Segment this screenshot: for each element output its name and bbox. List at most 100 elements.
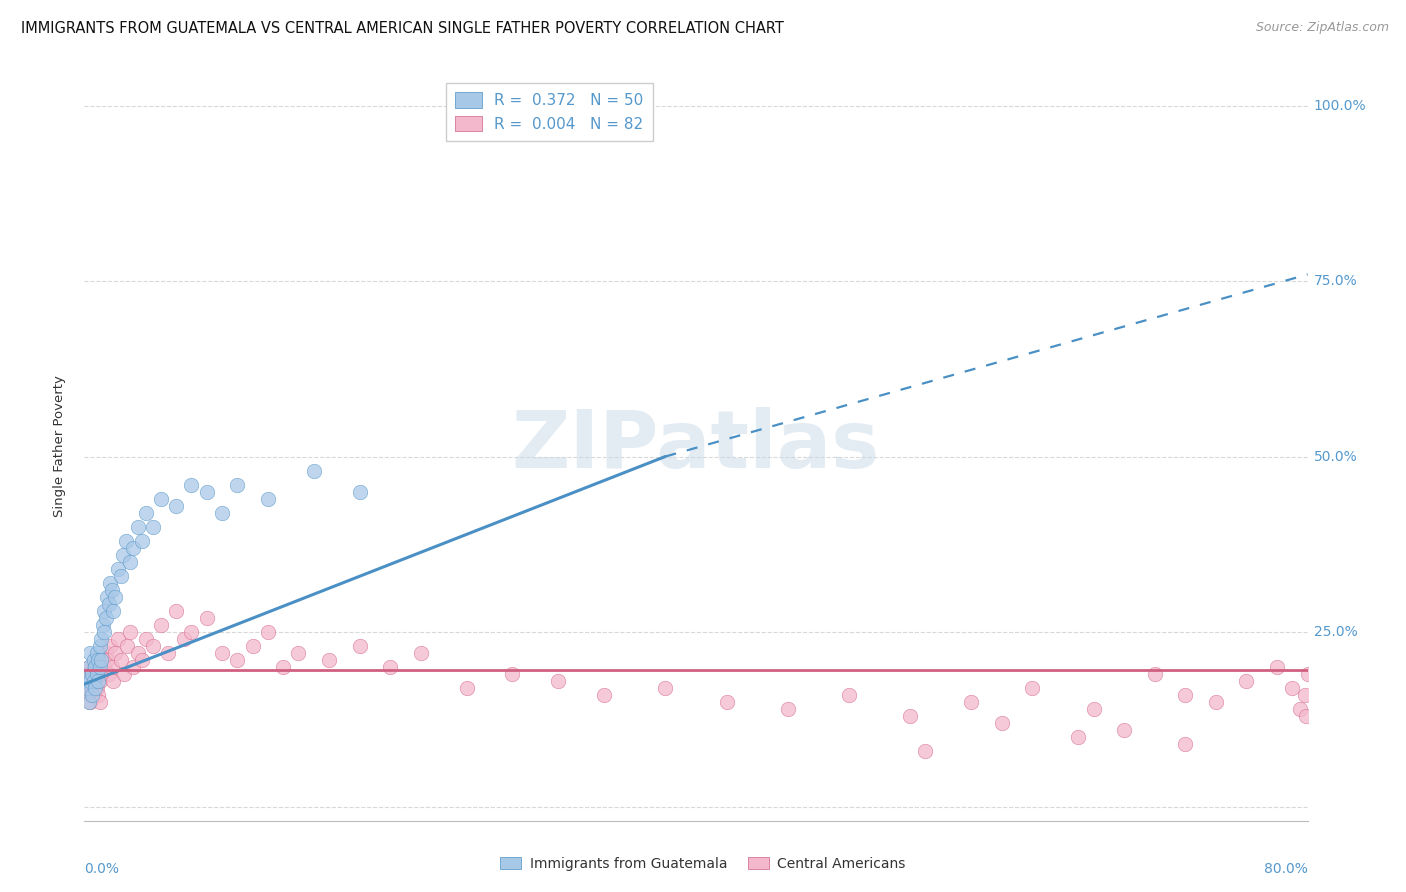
Point <box>242 639 264 653</box>
Point <box>84 659 107 673</box>
Point <box>80 681 103 695</box>
Point <box>86 659 108 673</box>
Point <box>149 617 172 632</box>
Legend: Immigrants from Guatemala, Central Americans: Immigrants from Guatemala, Central Ameri… <box>495 851 911 876</box>
Point <box>76 681 98 695</box>
Point <box>1289 701 1312 715</box>
Point <box>142 639 165 653</box>
Point <box>83 652 105 666</box>
Point <box>1205 695 1227 709</box>
Point <box>76 673 98 688</box>
Point <box>180 477 202 491</box>
Point <box>122 541 145 555</box>
Point <box>131 533 153 548</box>
Point <box>120 624 142 639</box>
Point <box>380 659 402 673</box>
Point <box>114 533 136 548</box>
Legend: R =  0.372   N = 50, R =  0.004   N = 82: R = 0.372 N = 50, R = 0.004 N = 82 <box>446 83 652 141</box>
Point <box>1174 688 1197 702</box>
Text: 50.0%: 50.0% <box>1313 450 1357 464</box>
Point <box>226 477 249 491</box>
Point <box>960 695 983 709</box>
Text: 100.0%: 100.0% <box>1313 99 1367 113</box>
Point <box>898 708 921 723</box>
Text: 75.0%: 75.0% <box>1313 275 1357 288</box>
Point <box>86 666 108 681</box>
Point <box>195 484 218 499</box>
Text: 80.0%: 80.0% <box>1264 862 1308 876</box>
Point <box>97 666 120 681</box>
Point <box>89 695 111 709</box>
Point <box>83 659 105 673</box>
Point <box>271 659 294 673</box>
Point <box>87 652 110 666</box>
Point <box>1174 737 1197 751</box>
Point <box>547 673 569 688</box>
Point <box>87 673 110 688</box>
Point <box>93 624 115 639</box>
Point <box>122 659 145 673</box>
Point <box>1114 723 1136 737</box>
Point <box>79 673 101 688</box>
Point <box>226 652 249 666</box>
Point <box>80 673 103 688</box>
Point <box>318 652 340 666</box>
Point <box>75 673 97 688</box>
Point <box>349 484 371 499</box>
Point <box>135 506 157 520</box>
Point <box>211 646 233 660</box>
Point <box>79 666 101 681</box>
Point <box>1067 730 1090 744</box>
Point <box>84 673 107 688</box>
Text: 0.0%: 0.0% <box>84 862 120 876</box>
Point <box>107 632 129 646</box>
Point <box>93 659 115 673</box>
Point <box>502 666 524 681</box>
Point <box>349 639 371 653</box>
Point <box>86 646 108 660</box>
Point <box>157 646 180 660</box>
Point <box>991 715 1014 730</box>
Point <box>127 646 149 660</box>
Point <box>838 688 860 702</box>
Point <box>83 673 105 688</box>
Text: Source: ZipAtlas.com: Source: ZipAtlas.com <box>1256 21 1389 34</box>
Text: ZIPatlas: ZIPatlas <box>512 407 880 485</box>
Point <box>127 519 149 533</box>
Point <box>87 688 110 702</box>
Point <box>80 666 103 681</box>
Point <box>165 499 187 513</box>
Point <box>98 639 121 653</box>
Point <box>111 548 134 562</box>
Point <box>91 652 114 666</box>
Point <box>131 652 153 666</box>
Point <box>90 666 112 681</box>
Point <box>142 519 165 533</box>
Point <box>173 632 195 646</box>
Point <box>180 624 202 639</box>
Point <box>112 666 135 681</box>
Point <box>1083 701 1105 715</box>
Point <box>1295 708 1317 723</box>
Point <box>79 695 101 709</box>
Point <box>104 646 127 660</box>
Point <box>89 673 111 688</box>
Point <box>456 681 478 695</box>
Point <box>77 695 100 709</box>
Point <box>135 632 157 646</box>
Point <box>77 659 100 673</box>
Point <box>97 597 120 611</box>
Point <box>149 491 172 506</box>
Point <box>89 639 111 653</box>
Point <box>76 681 98 695</box>
Point <box>83 688 105 702</box>
Point <box>302 463 325 477</box>
Point <box>86 681 108 695</box>
Point <box>103 603 125 617</box>
Point <box>1021 681 1043 695</box>
Point <box>79 646 101 660</box>
Point <box>77 659 100 673</box>
Point <box>1265 659 1288 673</box>
Point <box>87 652 110 666</box>
Point <box>409 646 432 660</box>
